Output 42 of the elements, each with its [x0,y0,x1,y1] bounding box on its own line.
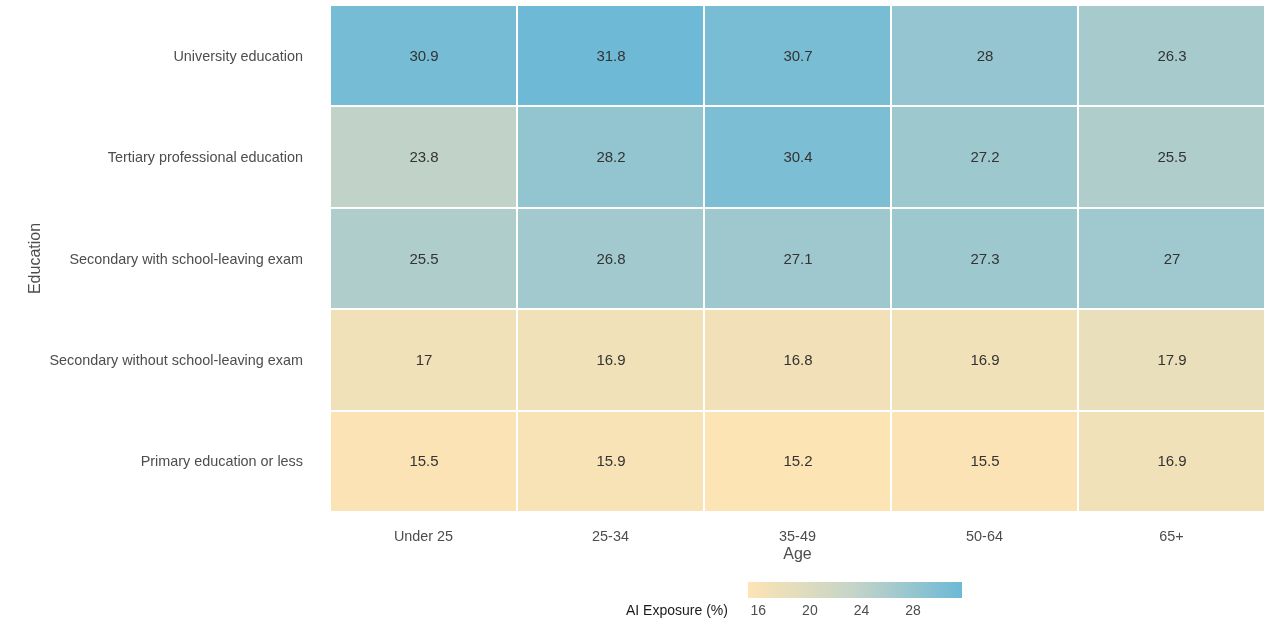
data-label: 16.9 [970,351,1000,369]
data-label: 15.2 [783,452,813,470]
y-tick-label: Secondary without school-leaving exam [49,351,304,368]
data-label: 15.5 [409,452,439,470]
data-label: 31.8 [596,47,626,65]
data-label: 28 [976,47,994,65]
data-label: 15.9 [596,452,626,470]
data-label: 30.7 [783,47,813,65]
data-label: 28.2 [596,148,626,166]
y-tick-label: Tertiary professional education [107,149,303,166]
x-axis-title: Age [783,545,812,563]
x-tick-label: 50-64 [966,528,1003,545]
color-bar-label: 24 [853,602,870,619]
data-label: 27.2 [970,148,1000,166]
data-label: 27.1 [783,250,813,268]
data-label: 26.3 [1157,47,1187,65]
data-label: 16.9 [596,351,626,369]
data-label: 25.5 [1157,148,1187,166]
data-label: 23.8 [409,148,439,166]
y-tick-label: University education [173,47,303,64]
x-tick-label: Under 25 [393,528,454,545]
data-label: 27 [1163,250,1181,268]
data-label: 16.9 [1157,452,1187,470]
data-label: 16.8 [783,351,813,369]
color-bar-label: 28 [905,602,922,619]
x-tick-label: 35-49 [779,528,816,545]
x-tick-label: 25-34 [592,528,629,545]
color-bar-label: 20 [802,602,818,619]
color-bar-label: 16 [750,602,767,619]
data-label: 26.8 [596,250,626,268]
data-label: 30.9 [409,47,439,65]
x-tick-label: 65+ [1159,528,1184,545]
data-label: 17.9 [1157,351,1187,369]
color-bar-title: AI Exposure (%) [626,602,728,618]
data-label: 30.4 [783,148,813,166]
data-label: 15.5 [970,452,1000,470]
y-tick-label: Primary education or less [140,453,303,470]
data-label: 17 [415,351,433,369]
y-axis-title: Education [26,222,44,295]
data-label: 25.5 [409,250,439,268]
y-tick-label: Secondary with school-leaving exam [69,250,303,267]
data-label: 27.3 [970,250,1000,268]
